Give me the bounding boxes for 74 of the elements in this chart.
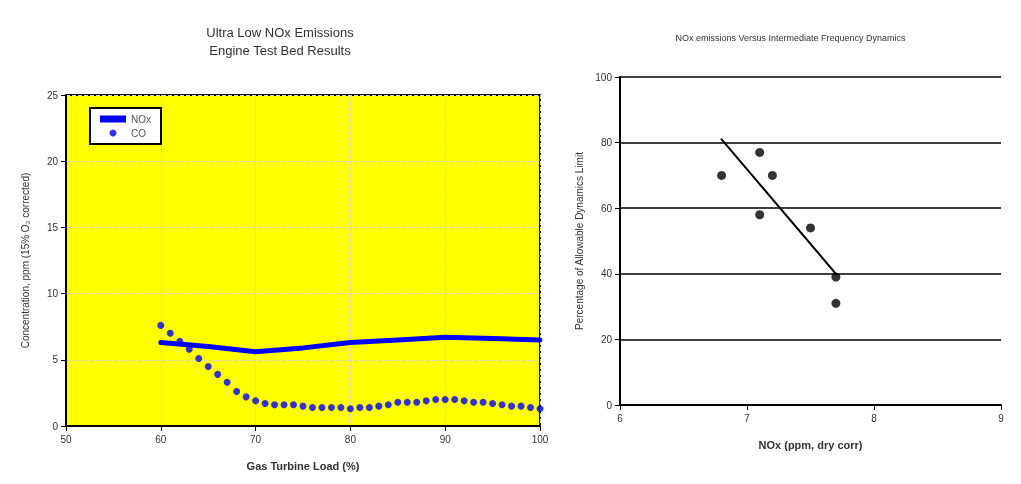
- point: [271, 401, 279, 409]
- point: [441, 396, 449, 404]
- y-tick-label: 20: [46, 155, 59, 167]
- point: [252, 397, 260, 405]
- point: [318, 403, 326, 411]
- point: [536, 405, 544, 413]
- point: [356, 403, 364, 411]
- point: [214, 370, 222, 378]
- point: [327, 403, 335, 411]
- x-tick-label: 6: [617, 412, 624, 424]
- point: [157, 321, 165, 329]
- point: [242, 393, 250, 401]
- y-axis-title: Percentage of Allowable Dynamics Limit: [573, 151, 585, 330]
- point: [280, 401, 288, 409]
- y-tick-label: 40: [600, 268, 613, 280]
- point: [527, 403, 535, 411]
- point: [223, 378, 231, 386]
- point: [204, 362, 212, 370]
- x-tick-label: 9: [998, 412, 1005, 424]
- chart-title: NOx emissions Versus Intermediate Frequency Dynamics: [675, 33, 907, 43]
- y-axis-title: Concentration, ppm (15% O₂ corrected): [19, 172, 31, 349]
- y-tick-label: 20: [600, 333, 613, 345]
- point: [806, 223, 815, 233]
- point: [479, 398, 487, 406]
- point: [767, 170, 777, 180]
- y-tick-label: 100: [595, 71, 613, 83]
- legend-label: NOx: [131, 113, 151, 125]
- y-tick-label: 60: [600, 202, 613, 214]
- y-tick-label: 25: [46, 89, 59, 101]
- x-tick-label: 7: [744, 412, 751, 424]
- x-tick-label: 100: [531, 433, 549, 445]
- point: [290, 401, 298, 409]
- point: [508, 402, 516, 410]
- x-tick-label: 8: [871, 412, 878, 424]
- point: [831, 298, 841, 308]
- point: [346, 405, 354, 413]
- y-tick-label: 5: [52, 354, 59, 366]
- point: [831, 272, 841, 282]
- x-tick-label: 50: [60, 433, 72, 445]
- y-tick-label: 10: [46, 288, 59, 300]
- point: [375, 402, 383, 410]
- y-tick-label: 15: [46, 221, 59, 233]
- x-tick-label: 80: [344, 433, 357, 445]
- x-tick-label: 70: [250, 433, 262, 445]
- y-tick-label: 0: [606, 399, 613, 411]
- point: [261, 399, 269, 407]
- y-tick-label: 80: [600, 137, 613, 149]
- chart-title: Ultra Low NOx Emissions Engine Test Bed Results: [206, 24, 355, 58]
- point: [470, 398, 478, 406]
- point: [755, 210, 765, 220]
- x-axis-title: Gas Turbine Load (%): [246, 459, 360, 472]
- point: [384, 401, 392, 409]
- point: [717, 170, 727, 180]
- point: [755, 147, 765, 157]
- point: [308, 403, 316, 411]
- point: [365, 403, 373, 411]
- x-tick-label: 90: [439, 433, 452, 445]
- point: [403, 398, 411, 406]
- point: [337, 403, 345, 411]
- point: [413, 398, 421, 406]
- point: [451, 396, 459, 404]
- point: [166, 329, 174, 337]
- point: [489, 399, 497, 407]
- point: [195, 354, 203, 362]
- point: [432, 396, 440, 404]
- point: [233, 388, 241, 396]
- point: [422, 397, 430, 405]
- legend-label: CO: [131, 127, 147, 139]
- point: [394, 398, 402, 406]
- x-tick-label: 60: [155, 433, 167, 445]
- point: [460, 397, 468, 405]
- y-tick-label: 0: [52, 420, 59, 432]
- point: [498, 401, 506, 409]
- x-axis-title: NOx (ppm, dry corr): [758, 438, 863, 451]
